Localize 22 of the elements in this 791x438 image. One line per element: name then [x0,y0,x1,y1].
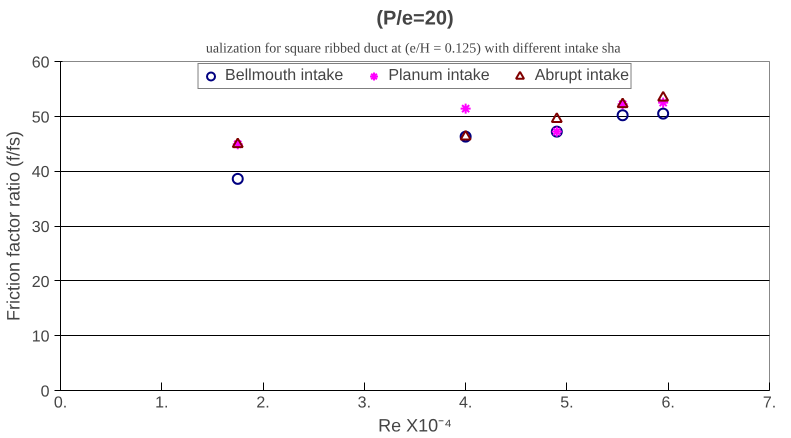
legend-label: Bellmouth intake [225,67,344,85]
x-tick-label: 5. [560,394,574,412]
y-tick-label: 60 [32,54,50,72]
y-axis-title: Friction factor ratio (f/fs) [4,130,24,322]
x-tick-label: 4. [458,394,472,412]
x-tick-label: 2. [256,394,270,412]
x-axis-title: Re X10⁻⁴ [378,416,452,436]
x-tick-label: 6. [662,394,675,412]
y-tick-label: 10 [32,328,50,346]
x-tick-label: 1. [155,394,168,412]
legend-label: Planum intake [388,67,490,85]
chart-subtitle: ualization for square ribbed duct at (e/H = 0.125) with different intake sha [206,42,622,56]
y-tick-label: 50 [32,109,50,126]
x-tick-label: 7. [762,394,776,412]
x-tick-label: 3. [358,394,372,412]
x-tick-label: 0. [54,394,68,412]
y-tick-label: 20 [32,274,50,291]
y-tick-label: 30 [32,219,50,236]
y-tick-label: 0 [40,384,50,400]
chart-title: (P/e=20) [376,8,454,30]
legend-label: Abrupt intake [534,67,629,85]
y-tick-label: 40 [32,164,50,182]
